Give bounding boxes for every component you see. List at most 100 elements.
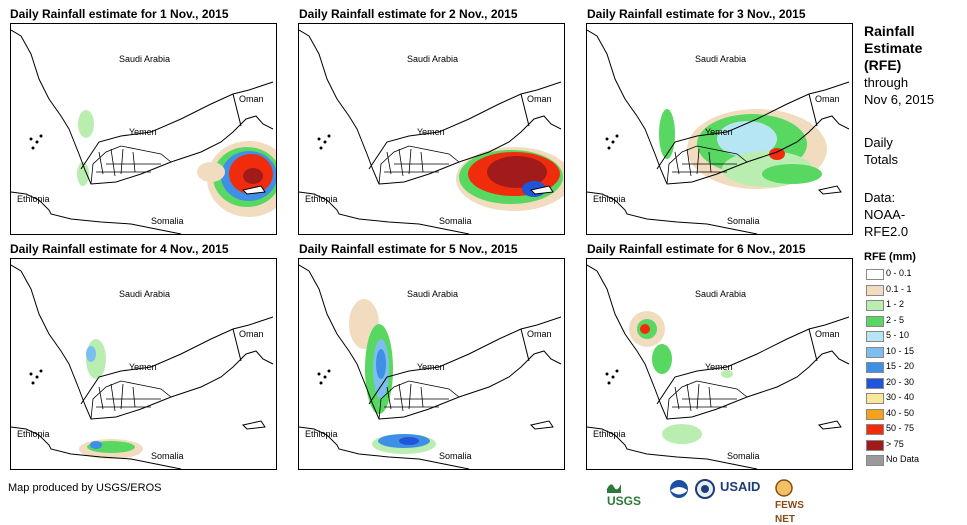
sidebar-data-label: Data: (864, 190, 896, 205)
map-label-saudi: Saudi Arabia (695, 54, 747, 64)
border-line (666, 145, 748, 185)
map-label-ethiopia: Ethiopia (17, 194, 50, 204)
map-label-oman: Oman (815, 329, 840, 339)
rainfall-area (77, 162, 89, 186)
map-label-yemen: Yemen (129, 127, 157, 137)
rainfall-area (640, 324, 650, 334)
border-line (232, 316, 274, 362)
usgs-wave-icon (607, 484, 621, 493)
border-line (656, 324, 826, 405)
legend-label: 0 - 0.1 (886, 268, 912, 278)
border-line (11, 191, 182, 234)
sidebar-heading: Rainfall Estimate (RFE) through Nov 6, 2… (864, 23, 934, 108)
rainfall-area (376, 349, 386, 379)
map-label-somalia: Somalia (151, 216, 184, 226)
island (29, 137, 33, 141)
rainfall-map-2: Saudi Arabia Oman Yemen Ethiopia Somalia (298, 23, 565, 235)
map-label-saudi: Saudi Arabia (119, 54, 171, 64)
island (35, 375, 39, 379)
map-canvas (299, 264, 562, 469)
panel-title-1: Daily Rainfall estimate for 1 Nov., 2015 (10, 7, 229, 21)
island (31, 381, 35, 385)
legend-label: 10 - 15 (886, 345, 915, 356)
rainfall-area (721, 370, 733, 378)
border-line (520, 81, 562, 127)
rainfall-area (90, 441, 102, 449)
legend-swatch (866, 377, 884, 389)
map-label-oman: Oman (527, 329, 552, 339)
island (327, 134, 331, 138)
rainfall-map-5: Saudi Arabia Oman Yemen Ethiopia Somalia (298, 258, 565, 470)
map-label-yemen: Yemen (417, 362, 445, 372)
border-line (90, 145, 172, 185)
legend-swatch (866, 408, 884, 420)
legend-label: 0.1 - 1 (886, 283, 912, 294)
border-line (520, 316, 562, 362)
rainfall-area (487, 156, 547, 188)
map-label-ethiopia: Ethiopia (305, 194, 338, 204)
map-label-yemen: Yemen (705, 362, 733, 372)
border-line (656, 89, 826, 170)
legend-label: 2 - 5 (886, 314, 905, 325)
legend-label: 5 - 10 (886, 330, 910, 340)
border-line (96, 148, 161, 177)
border-line (587, 191, 758, 234)
socotra-island (818, 420, 842, 430)
sidebar-data-source: Data: NOAA- RFE2.0 (864, 189, 908, 240)
dos-seal-icon (695, 479, 715, 499)
legend-swatch (866, 331, 884, 342)
rainfall-area (762, 164, 822, 184)
usgs-logo-text: USGS (607, 494, 642, 508)
border-line (232, 81, 274, 127)
rainfall-area (197, 162, 225, 182)
border-line (90, 380, 172, 420)
rainfall-map-6: Saudi Arabia Oman Yemen Ethiopia Somalia (586, 258, 853, 470)
island (615, 134, 619, 138)
island (605, 137, 609, 141)
sidebar-daily-1: Daily (864, 135, 893, 150)
legend-swatch (866, 315, 884, 327)
sidebar-heading-1: Rainfall (864, 23, 915, 39)
sidebar-daily: Daily Totals (864, 134, 898, 168)
rainfall-map-4: Saudi Arabia Oman Yemen Ethiopia Somalia (10, 258, 277, 470)
map-label-ethiopia: Ethiopia (593, 429, 626, 439)
sidebar-date: Nov 6, 2015 (864, 92, 935, 107)
border-line (299, 426, 470, 469)
legend-title: RFE (mm) (864, 251, 916, 263)
legend-label: 30 - 40 (886, 392, 915, 402)
map-label-oman: Oman (815, 94, 840, 104)
island (615, 369, 619, 373)
border-line (368, 89, 538, 170)
panel-title-6: Daily Rainfall estimate for 6 Nov., 2015 (587, 242, 806, 256)
socotra-island (242, 420, 266, 430)
legend-swatch (866, 439, 884, 451)
map-label-somalia: Somalia (439, 216, 472, 226)
map-label-saudi: Saudi Arabia (407, 289, 459, 299)
rainfall-area (652, 344, 672, 374)
border-line (384, 148, 449, 177)
map-label-yemen: Yemen (129, 362, 157, 372)
rainfall-map-3: Saudi Arabia Oman Yemen Ethiopia Somalia (586, 23, 853, 235)
rainfall-area (659, 109, 675, 159)
panel-title-2: Daily Rainfall estimate for 2 Nov., 2015 (299, 7, 518, 21)
map-label-saudi: Saudi Arabia (695, 289, 747, 299)
legend-label: 1 - 2 (886, 299, 905, 309)
island (611, 140, 615, 144)
map-label-ethiopia: Ethiopia (17, 429, 50, 439)
border-line (808, 316, 850, 362)
island (317, 372, 321, 376)
border-line (666, 380, 748, 420)
sidebar-daily-2: Totals (864, 152, 898, 167)
map-canvas (587, 29, 850, 234)
border-line (587, 426, 758, 469)
island (323, 140, 327, 144)
socotra-island (818, 185, 842, 195)
border-line (672, 148, 737, 177)
sidebar-data-src-1: NOAA- (864, 207, 906, 222)
border-line (378, 380, 460, 420)
border-line (96, 383, 161, 412)
island (611, 375, 615, 379)
fews-logo: FEWS NET (775, 479, 804, 525)
border-line (80, 89, 250, 170)
island (31, 146, 35, 150)
